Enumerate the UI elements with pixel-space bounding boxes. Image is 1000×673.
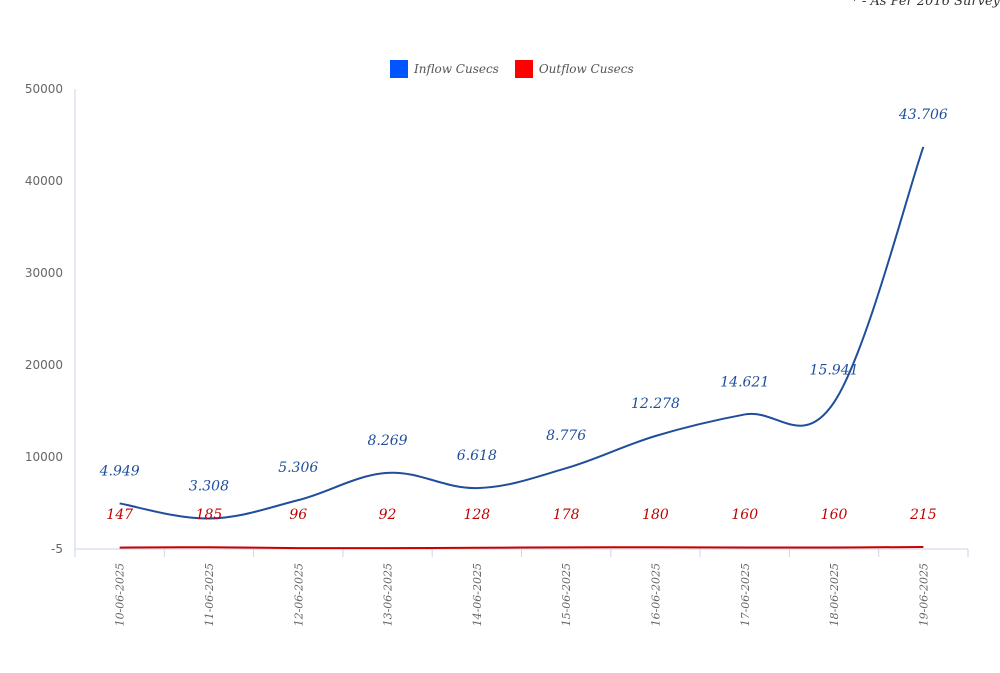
x-tick-label: 11-06-2025: [203, 563, 216, 626]
x-tick-label: 12-06-2025: [292, 563, 305, 626]
outflow-data-label: 96: [289, 507, 307, 523]
outflow-data-label: 160: [821, 507, 848, 523]
inflow-data-label: 8.269: [368, 433, 408, 449]
outflow-data-label: 160: [731, 507, 758, 523]
y-tick-label: 20000: [25, 358, 63, 372]
outflow-data-label: 178: [553, 507, 580, 523]
y-tick-label: -5: [51, 542, 63, 556]
inflow-data-label: 12.278: [631, 396, 680, 412]
inflow-data-label: 3.308: [189, 479, 229, 495]
outflow-data-label: 128: [463, 507, 490, 523]
legend: Inflow Cusecs Outflow Cusecs: [390, 59, 634, 79]
y-tick-label: 40000: [25, 174, 63, 188]
x-tick-label: 10-06-2025: [114, 563, 127, 626]
outflow-data-label: 215: [909, 507, 937, 523]
x-tick-label: 13-06-2025: [382, 563, 395, 626]
legend-item-inflow[interactable]: Inflow Cusecs: [390, 60, 499, 78]
legend-label-inflow: Inflow Cusecs: [414, 62, 499, 76]
inflow-data-label: 6.618: [457, 448, 497, 464]
outflow-data-label: 180: [642, 507, 669, 523]
x-tick-label: 15-06-2025: [560, 563, 573, 626]
x-tick-label: 16-06-2025: [649, 563, 662, 626]
inflow-data-label: 14.621: [720, 374, 769, 390]
outflow-data-label: 185: [196, 507, 223, 523]
inflow-series-line: [119, 146, 925, 520]
legend-swatch-outflow: [514, 60, 533, 78]
inflow-data-label: 8.776: [546, 428, 586, 444]
legend-item-outflow[interactable]: Outflow Cusecs: [514, 60, 634, 78]
y-tick-label: 30000: [25, 266, 63, 280]
inflow-data-label: 4.949: [99, 463, 140, 479]
inflow-data-label: 15.941: [810, 362, 859, 378]
outflow-data-label: 147: [106, 507, 133, 523]
legend-swatch-inflow: [390, 60, 408, 78]
survey-note: * - As Per 2016 Survey: [851, 0, 1000, 9]
outflow-data-label: 92: [379, 507, 397, 523]
inflow-data-label: 43.706: [898, 107, 948, 123]
outflow-series-line: [119, 545, 924, 550]
x-tick-label: 14-06-2025: [471, 563, 484, 626]
y-tick-label: 10000: [25, 450, 63, 464]
legend-label-outflow: Outflow Cusecs: [538, 62, 634, 76]
x-tick-label: 17-06-2025: [739, 563, 752, 626]
x-tick-label: 18-06-2025: [828, 563, 841, 626]
y-tick-label: 50000: [25, 82, 63, 96]
inflow-data-label: 5.306: [278, 460, 318, 476]
x-tick-label: 19-06-2025: [917, 563, 930, 626]
